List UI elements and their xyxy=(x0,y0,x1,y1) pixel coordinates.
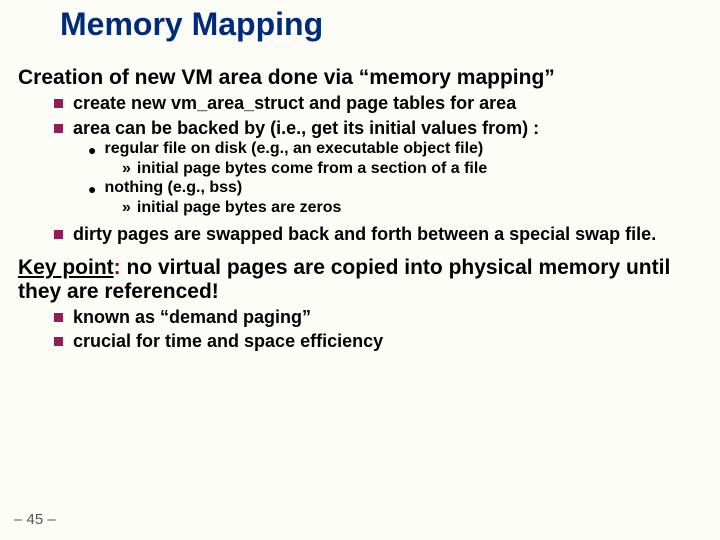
square-bullet-icon xyxy=(54,313,63,322)
bullet-text: initial page bytes come from a section o… xyxy=(137,159,487,178)
keypoint-label: Key point xyxy=(18,256,114,279)
bullet-text: initial page bytes are zeros xyxy=(137,198,342,217)
bullet-text: area can be backed by (i.e., get its ini… xyxy=(73,117,539,140)
bullet-level1: create new vm_area_struct and page table… xyxy=(54,92,702,115)
bullet-text: create new vm_area_struct and page table… xyxy=(73,92,516,115)
bullet-text: dirty pages are swapped back and forth b… xyxy=(73,223,656,246)
bullet-level2: ● regular file on disk (e.g., an executa… xyxy=(88,139,702,159)
slide-title: Memory Mapping xyxy=(60,6,323,43)
square-bullet-icon xyxy=(54,124,63,133)
square-bullet-icon xyxy=(54,230,63,239)
dot-bullet-icon: ● xyxy=(88,182,96,196)
bullet-level1: area can be backed by (i.e., get its ini… xyxy=(54,117,702,140)
bullet-level3: » initial page bytes are zeros xyxy=(122,198,702,217)
slide-body: Creation of new VM area done via “memory… xyxy=(18,60,702,353)
chevron-bullet-icon: » xyxy=(122,159,131,178)
slide: Memory Mapping Creation of new VM area d… xyxy=(0,0,720,540)
colon-accent: : xyxy=(114,256,121,279)
bullet-level1: known as “demand paging” xyxy=(54,306,702,329)
bullet-level1: dirty pages are swapped back and forth b… xyxy=(54,223,702,246)
square-bullet-icon xyxy=(54,337,63,346)
section-heading-2: Key point: no virtual pages are copied i… xyxy=(18,256,702,304)
bullet-level1: crucial for time and space efficiency xyxy=(54,330,702,353)
square-bullet-icon xyxy=(54,99,63,108)
dot-bullet-icon: ● xyxy=(88,143,96,157)
section-heading-1: Creation of new VM area done via “memory… xyxy=(18,66,702,90)
bullet-text: known as “demand paging” xyxy=(73,306,311,329)
chevron-bullet-icon: » xyxy=(122,198,131,217)
page-number: – 45 – xyxy=(14,511,56,528)
bullet-text: regular file on disk (e.g., an executabl… xyxy=(104,139,483,159)
bullet-level2: ● nothing (e.g., bss) xyxy=(88,178,702,198)
bullet-level3: » initial page bytes come from a section… xyxy=(122,159,702,178)
bullet-text: nothing (e.g., bss) xyxy=(104,178,242,198)
bullet-text: crucial for time and space efficiency xyxy=(73,330,383,353)
